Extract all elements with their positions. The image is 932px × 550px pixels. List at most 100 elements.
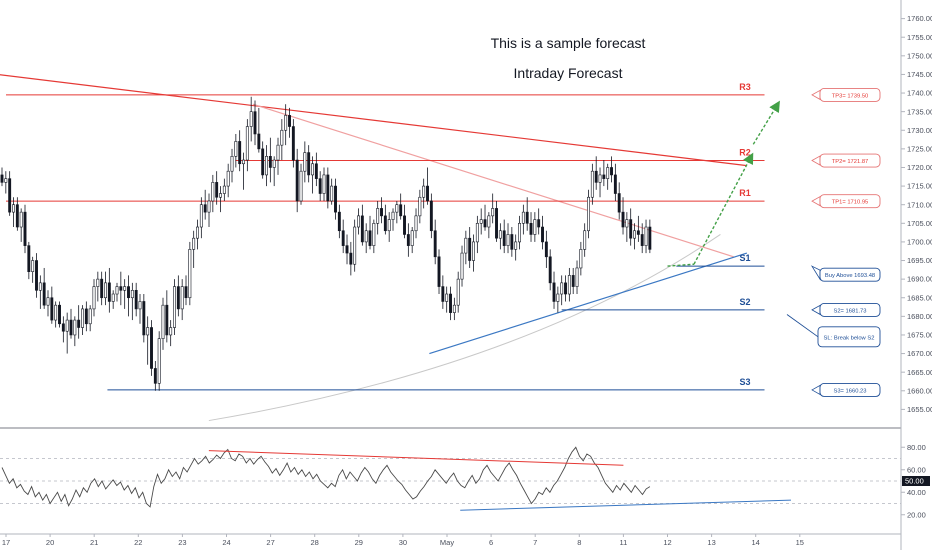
candle xyxy=(54,301,58,328)
candle xyxy=(8,171,12,216)
candle xyxy=(42,267,46,309)
callout-r3: TP3= 1739.50 xyxy=(811,87,881,102)
trendline-inner-resistance xyxy=(252,103,734,258)
candle-body-up xyxy=(410,230,414,246)
forecast-path-layer xyxy=(667,100,780,267)
rsi-tick-label: 80.00 xyxy=(907,443,926,452)
candle xyxy=(291,119,295,168)
candle-body-up xyxy=(452,304,456,313)
candle xyxy=(644,219,648,254)
candle xyxy=(617,182,621,220)
candle xyxy=(433,219,437,265)
callout-box xyxy=(819,153,881,168)
candle-body-up xyxy=(418,196,422,217)
candle-body-down xyxy=(261,148,265,176)
callout-s2: S2= 1681.73 xyxy=(811,302,881,317)
candle-body-down xyxy=(502,230,506,246)
candle xyxy=(142,294,146,343)
candle xyxy=(426,167,429,205)
callout-box xyxy=(819,194,881,209)
candle xyxy=(349,241,353,276)
price-tick-label: 1670.00 xyxy=(907,349,932,358)
candle xyxy=(345,234,349,265)
candle-body-down xyxy=(27,245,31,272)
candle xyxy=(410,227,414,254)
candle-body-up xyxy=(357,215,360,228)
candle-body-down xyxy=(42,282,46,306)
candle-body-up xyxy=(46,297,50,306)
callout-pointer xyxy=(811,384,821,396)
candle xyxy=(284,104,288,146)
candle-body-down xyxy=(564,282,567,295)
candle xyxy=(65,312,69,354)
callout-text: S2= 1681.73 xyxy=(833,308,866,314)
candle-body-down xyxy=(268,156,272,168)
candle xyxy=(150,320,153,376)
candle xyxy=(127,275,130,317)
time-tick-label: 8 xyxy=(577,538,581,547)
candle xyxy=(146,316,150,365)
stop-loss-callout: SL: Break below S2 xyxy=(786,314,881,348)
rsi-current-label: 50.00 xyxy=(905,477,924,486)
candle-body-up xyxy=(157,338,161,384)
candle-body-down xyxy=(544,241,548,258)
candle-body-up xyxy=(211,182,215,202)
price-tick-label: 1690.00 xyxy=(907,275,932,284)
rsi-tick-label: 20.00 xyxy=(907,510,926,519)
candle-body-up xyxy=(395,204,399,213)
candle xyxy=(372,219,376,254)
candle-body-down xyxy=(399,204,403,217)
candle xyxy=(188,241,192,306)
candle-body-up xyxy=(54,304,58,321)
callout-pointer xyxy=(811,89,821,101)
candle xyxy=(161,297,165,350)
price-tick-label: 1705.00 xyxy=(907,219,932,228)
candle-body-up xyxy=(514,241,518,250)
candle-body-up xyxy=(575,267,579,287)
rsi-current-badge xyxy=(902,476,930,486)
candle-body-up xyxy=(242,159,245,165)
candle xyxy=(364,223,368,254)
level-label-s2: S2 xyxy=(739,297,750,307)
candle xyxy=(73,316,77,347)
candle-body-up xyxy=(456,278,460,306)
candle xyxy=(633,223,636,250)
time-tick-label: 12 xyxy=(663,538,671,547)
candle xyxy=(491,193,495,224)
candle xyxy=(111,290,115,309)
candle xyxy=(387,212,391,242)
candle xyxy=(169,320,173,347)
candle xyxy=(495,200,498,242)
candle xyxy=(334,178,337,220)
candle-body-up xyxy=(111,293,115,302)
candle xyxy=(165,290,169,343)
price-tick-label: 1680.00 xyxy=(907,312,932,321)
candle xyxy=(257,107,261,153)
candle-body-up xyxy=(491,208,495,217)
candle-body-down xyxy=(594,170,598,183)
candle xyxy=(226,163,230,198)
candle-body-up xyxy=(234,141,238,157)
trendline-upper-resistance xyxy=(0,74,747,167)
candle-body-up xyxy=(303,152,307,172)
candle xyxy=(115,282,119,302)
candle xyxy=(92,279,96,317)
candle xyxy=(12,197,15,228)
candle-body-down xyxy=(176,286,180,310)
candle-body-down xyxy=(314,163,318,179)
candle xyxy=(456,271,460,313)
time-tick-label: 28 xyxy=(311,538,319,547)
callout-r2: TP2= 1721.87 xyxy=(811,153,881,168)
trendline-lower-support xyxy=(429,252,748,355)
forecast-segment xyxy=(667,263,695,267)
candle-body-up xyxy=(123,286,127,291)
callout-r1: TP1= 1710.95 xyxy=(811,194,881,209)
candle-body-down xyxy=(529,223,533,235)
candle-body-up xyxy=(590,170,594,198)
candle-body-up xyxy=(199,204,203,228)
candle xyxy=(184,275,188,306)
price-tick-label: 1655.00 xyxy=(907,405,932,414)
candle xyxy=(153,361,157,391)
candle xyxy=(487,212,491,239)
candle xyxy=(380,197,383,224)
